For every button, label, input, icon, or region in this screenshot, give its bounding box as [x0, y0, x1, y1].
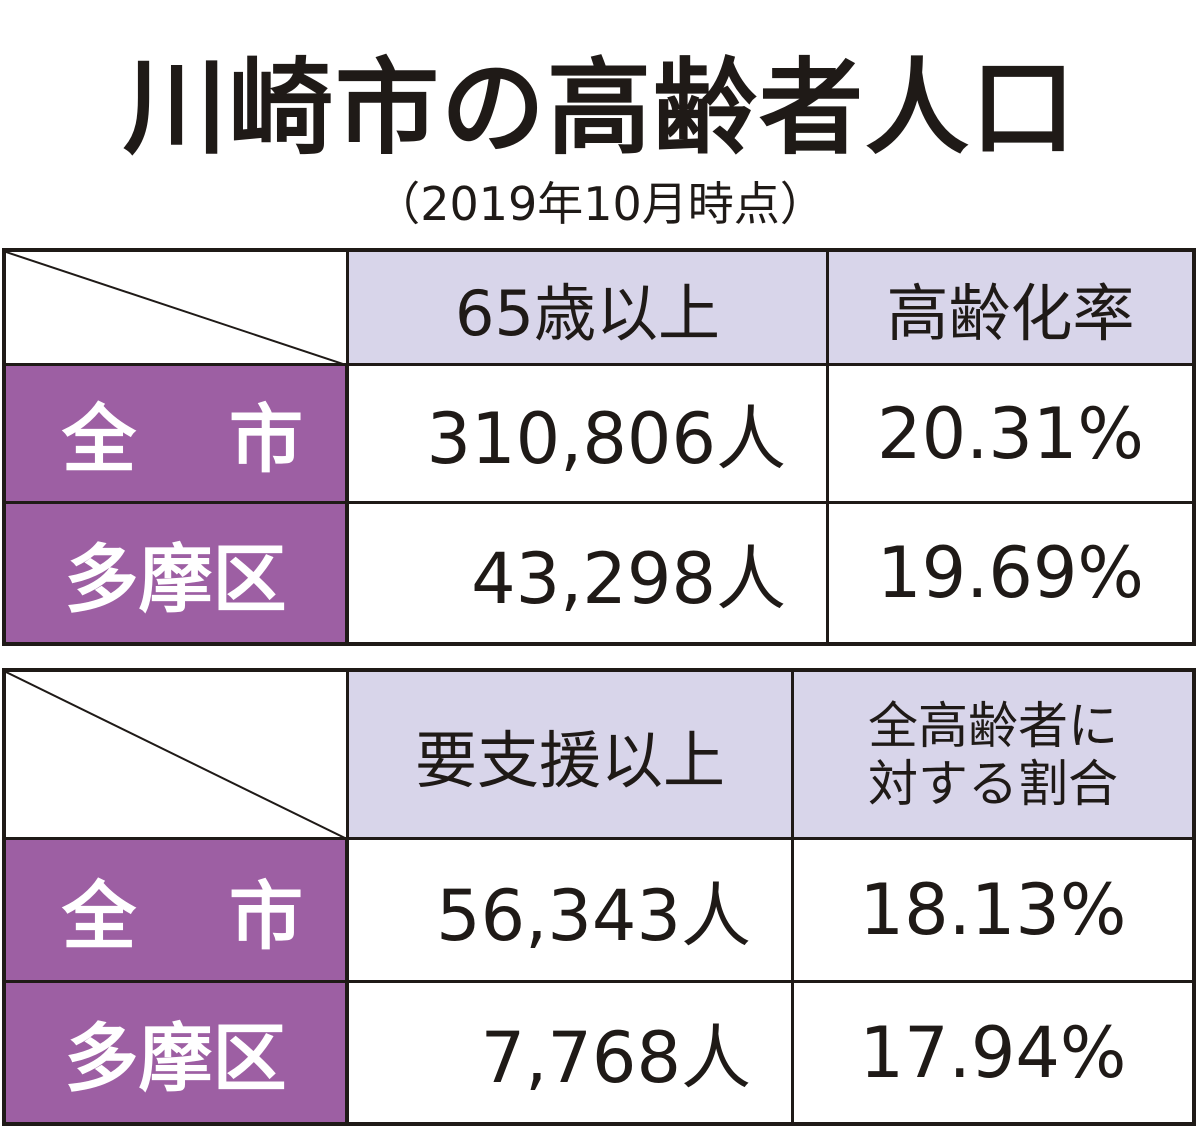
header-aging-rate: 高齢化率	[829, 252, 1192, 366]
cell-rate-whole-city: 18.13%	[794, 840, 1192, 983]
table-corner-cell	[6, 672, 349, 840]
cell-rate-tama-ward: 17.94%	[859, 1011, 1127, 1094]
cell-rate-whole-city: 20.31%	[829, 366, 1192, 504]
cell-count-whole-city: 56,343人	[349, 840, 794, 983]
table-elderly-population: 65歳以上 高齢化率 全 市 310,806人 20.31% 多摩区 43,29…	[2, 248, 1196, 646]
header-support-or-higher: 要支援以上	[349, 672, 794, 840]
table-corner-cell	[6, 252, 349, 366]
row-label-whole-city: 全 市	[6, 366, 349, 504]
row-label-part-1: 全	[62, 397, 136, 483]
row-label-part-1: 全	[62, 873, 136, 960]
corner-diagonal-line	[6, 672, 346, 837]
header-line-1: 全高齢者に	[868, 696, 1118, 755]
header-line-2: 対する割合	[868, 754, 1118, 813]
row-label-part-2: 市	[229, 873, 303, 960]
corner-diagonal-line	[6, 252, 344, 363]
cell-count-tama-ward: 43,298人	[349, 504, 829, 642]
cell-rate-tama-ward: 19.69%	[877, 532, 1144, 614]
row-label-whole-city: 全 市	[6, 840, 349, 983]
row-label-tama-ward: 多摩区	[6, 504, 349, 642]
header-65-and-over: 65歳以上	[349, 252, 829, 366]
cell-count-tama-ward: 7,768人	[349, 983, 794, 1122]
table-support-needed: 要支援以上 全高齢者に 対する割合 全 市 56,343人 18.13% 多摩区…	[2, 668, 1196, 1126]
row-label-part-2: 市	[229, 397, 303, 483]
cell-count-whole-city: 310,806人	[349, 366, 829, 504]
row-label-tama-ward: 多摩区	[6, 983, 349, 1122]
header-share-of-elderly: 全高齢者に 対する割合	[794, 672, 1192, 840]
page-title: 川崎市の高齢者人口	[122, 47, 1077, 169]
page-subtitle: （2019年10月時点）	[374, 177, 826, 231]
